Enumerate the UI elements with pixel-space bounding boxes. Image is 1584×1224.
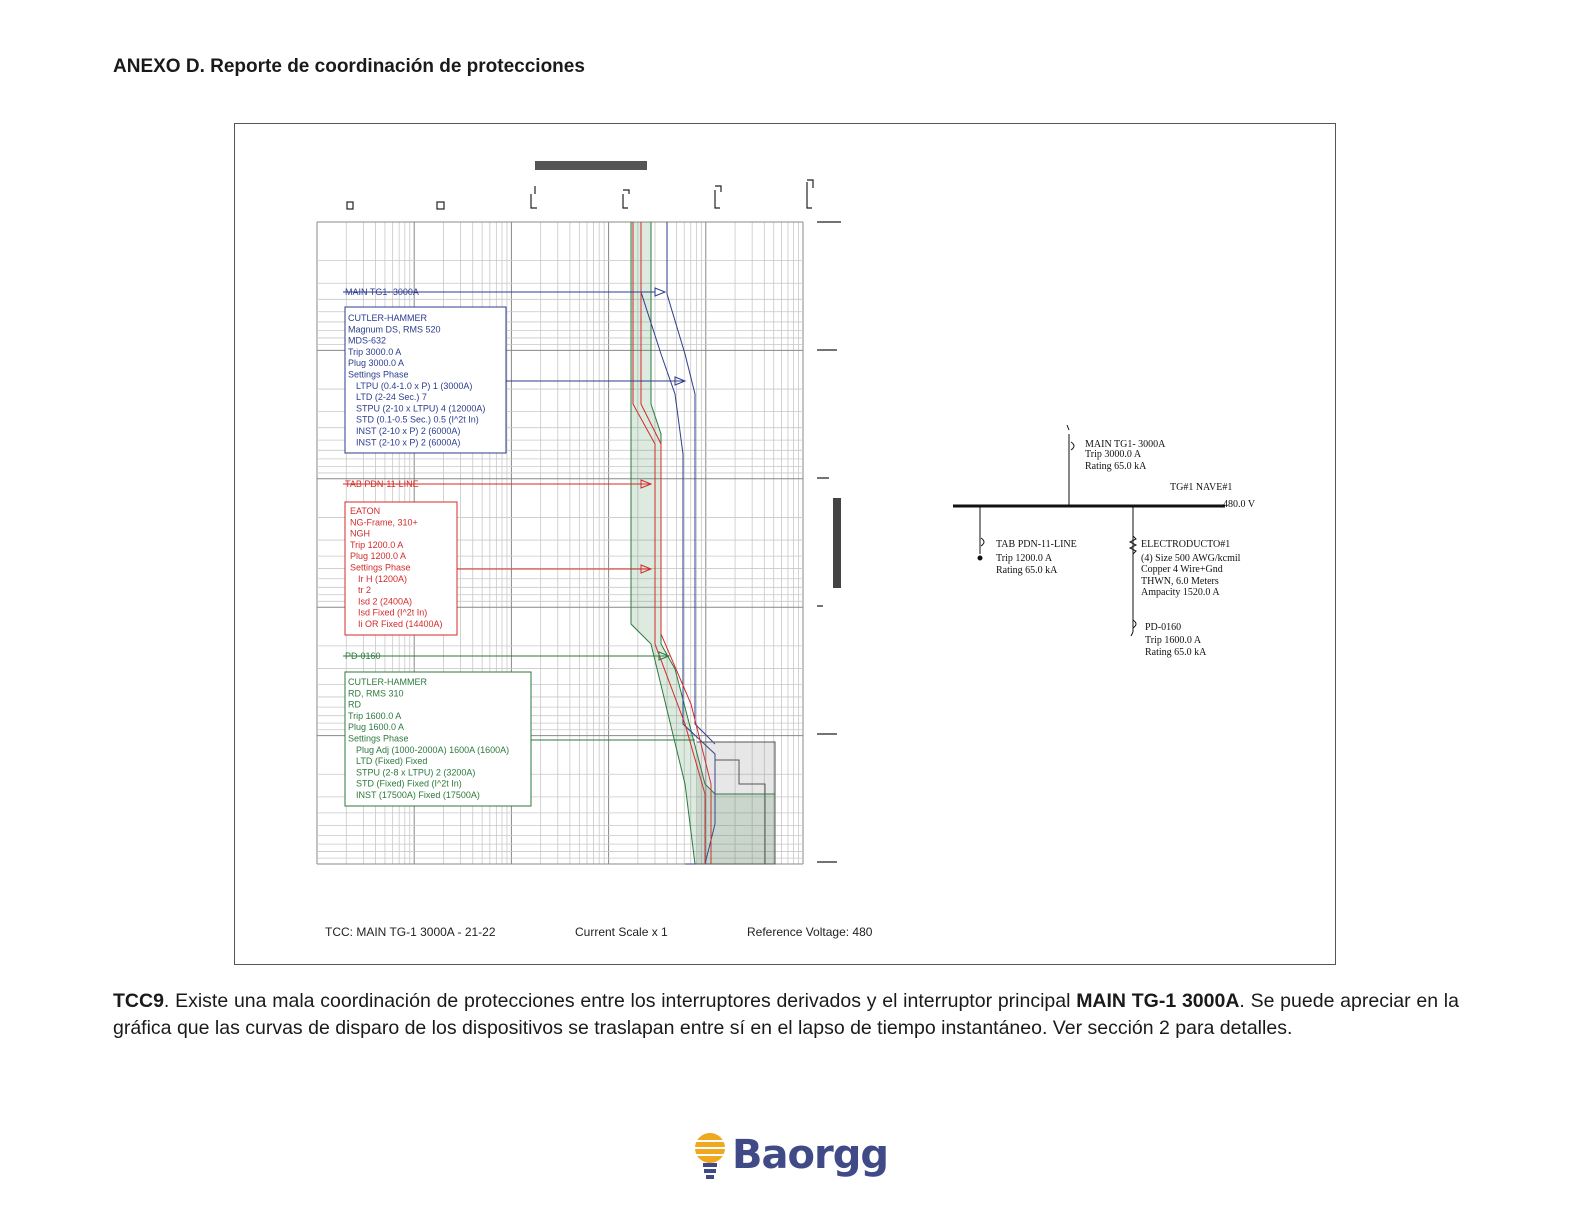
- footer-voltage: Reference Voltage: 480: [747, 925, 873, 939]
- oneline-duct-size: (4) Size 500 AWG/kcmil: [1141, 553, 1241, 564]
- settings-line: Ir H (1200A): [358, 574, 407, 584]
- instantaneous-band: [697, 741, 776, 865]
- settings-line: Plug 1200.0 A: [350, 551, 406, 561]
- main-settings-box: [344, 306, 507, 454]
- oneline-tab-name: TAB PDN-11-LINE: [996, 539, 1077, 550]
- caption-bold: MAIN TG-1 3000A: [1076, 990, 1240, 1012]
- settings-line: STPU (2-8 x LTPU) 2 (3200A): [356, 767, 475, 777]
- settings-line: Plug Adj (1000-2000A) 1600A (1600A): [356, 745, 509, 755]
- curve-arrows: [640, 287, 687, 661]
- pd-settings-box: [344, 671, 532, 807]
- oneline-main-trip: Trip 3000.0 A: [1085, 449, 1142, 460]
- one-line-diagram: [953, 424, 1225, 637]
- oneline-duct-material: Copper 4 Wire+Gnd: [1141, 564, 1223, 575]
- settings-line: STPU (2-10 x LTPU) 4 (12000A): [356, 403, 485, 413]
- main-curve-label: MAIN TG1- 3000A: [345, 287, 419, 297]
- oneline-bus-name: TG#1 NAVE#1: [1170, 482, 1232, 493]
- settings-line: STD (Fixed) Fixed (I^2t In): [356, 779, 462, 789]
- settings-line: LTD (2-24 Sec.) 7: [356, 392, 427, 402]
- settings-line: LTD (Fixed) Fixed: [356, 756, 427, 766]
- settings-line: RD: [348, 700, 361, 710]
- pd-curve-label: PD-0160: [345, 651, 381, 661]
- settings-line: Settings Phase: [348, 734, 409, 744]
- oneline-pd-name: PD-0160: [1145, 622, 1181, 633]
- oneline-pd-trip: Trip 1600.0 A: [1145, 635, 1202, 646]
- settings-line: NG-Frame, 310+: [350, 517, 418, 527]
- settings-line: Isd Fixed (I^2t In): [358, 608, 427, 618]
- brand-logo: Baorgg: [690, 1128, 890, 1188]
- settings-line: CUTLER-HAMMER: [348, 677, 428, 687]
- tcc-figure: MAIN TG1- 3000A CUTLER-HAMMER Magnum DS, …: [234, 123, 1336, 965]
- settings-line: Settings Phase: [350, 563, 411, 573]
- main-trip-curve-b: [666, 222, 716, 745]
- oneline-duct-ampacity: Ampacity 1520.0 A: [1141, 587, 1220, 598]
- chart-title-blur: [535, 161, 647, 170]
- instantaneous-step: [715, 759, 766, 864]
- oneline-pd-rating: Rating 65.0 kA: [1145, 647, 1207, 658]
- tab-trip-curve-a: [632, 222, 706, 864]
- settings-line: Plug 1600.0 A: [348, 722, 404, 732]
- settings-line: INST (2-10 x P) 2 (6000A): [356, 426, 460, 436]
- tab-settings-box: [344, 501, 458, 636]
- tab-curve-label: TAB PDN-11-LINE: [345, 479, 419, 489]
- lightbulb-icon: [695, 1133, 725, 1179]
- figure-caption: TCC9. Existe una mala coordinación de pr…: [113, 988, 1459, 1042]
- settings-line: MDS-632: [348, 336, 386, 346]
- settings-line: Settings Phase: [348, 370, 409, 380]
- oneline-duct-name: ELECTRODUCTO#1: [1141, 539, 1230, 550]
- settings-line: STD (0.1-0.5 Sec.) 0.5 (I^2t In): [356, 415, 479, 425]
- oneline-main-rating: Rating 65.0 kA: [1085, 461, 1147, 472]
- settings-line: RD, RMS 310: [348, 688, 404, 698]
- settings-line: INST (17500A) Fixed (17500A): [356, 790, 480, 800]
- tcc-curves: [630, 222, 776, 865]
- y-axis-title-blur: [833, 498, 841, 588]
- caption-part1: . Existe una mala coordinación de protec…: [163, 990, 1077, 1012]
- settings-line: tr 2: [358, 585, 371, 595]
- settings-line: LTPU (0.4-1.0 x P) 1 (3000A): [356, 381, 472, 391]
- settings-line: CUTLER-HAMMER: [348, 313, 428, 323]
- caption-part2: . Se puede apreciar en la gráfica que la…: [113, 990, 1459, 1039]
- oneline-tab-rating: Rating 65.0 kA: [996, 565, 1058, 576]
- caption-lead: TCC9: [113, 990, 164, 1012]
- oneline-duct-insulation: THWN, 6.0 Meters: [1141, 576, 1219, 587]
- page-heading: ANEXO D. Reporte de coordinación de prot…: [113, 56, 585, 77]
- settings-line: Trip 1200.0 A: [350, 540, 403, 550]
- axis-symbols-top: [346, 179, 841, 863]
- settings-line: INST (2-10 x P) 2 (6000A): [356, 437, 460, 447]
- settings-line: Magnum DS, RMS 520: [348, 324, 441, 334]
- settings-line: EATON: [350, 506, 380, 516]
- settings-line: Trip 3000.0 A: [348, 347, 401, 357]
- brand-name: Baorgg: [732, 1132, 889, 1178]
- settings-line: NGH: [350, 529, 370, 539]
- settings-line: Trip 1600.0 A: [348, 711, 401, 721]
- settings-line: Plug 3000.0 A: [348, 358, 404, 368]
- tab-trip-curve-b: [640, 222, 712, 864]
- footer-scale: Current Scale x 1: [575, 925, 668, 939]
- footer-tcc: TCC: MAIN TG-1 3000A - 21-22: [325, 925, 496, 939]
- oneline-main-name: MAIN TG1- 3000A: [1085, 439, 1166, 450]
- settings-line: Ii OR Fixed (14400A): [358, 619, 443, 629]
- main-trip-curve-a: [640, 222, 716, 865]
- oneline-bus-voltage: 480.0 V: [1223, 499, 1256, 510]
- settings-line: Isd 2 (2400A): [358, 596, 412, 606]
- oneline-tab-trip: Trip 1200.0 A: [996, 553, 1053, 564]
